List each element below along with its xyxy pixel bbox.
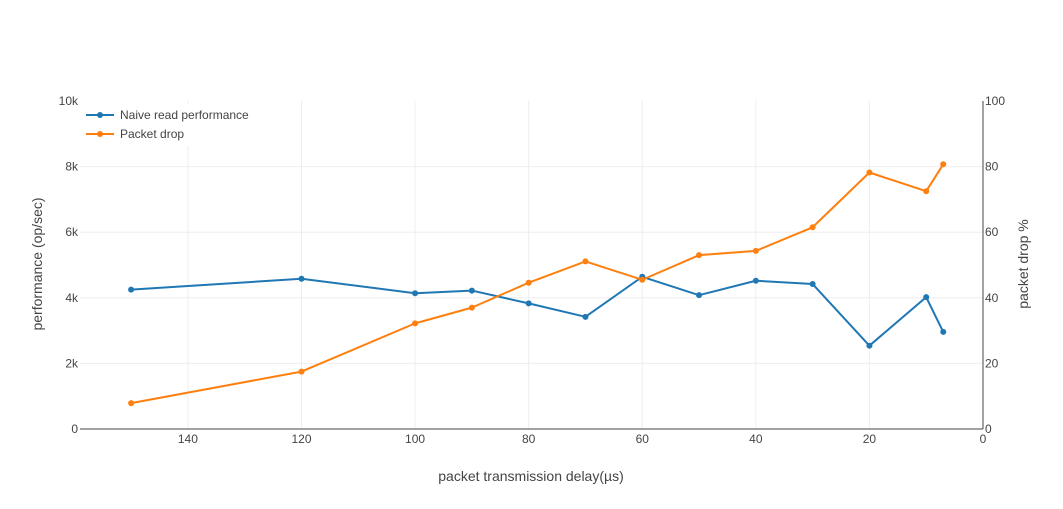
- data-point[interactable]: [809, 224, 816, 231]
- data-point[interactable]: [696, 252, 703, 259]
- legend-marker: [97, 112, 103, 118]
- y-axis-ticks: 0 2k 4k 6k 8k 10k: [59, 94, 79, 436]
- series-packet-drop: [128, 161, 947, 407]
- data-point[interactable]: [696, 292, 703, 299]
- data-point[interactable]: [412, 290, 419, 297]
- data-point[interactable]: [582, 313, 589, 320]
- data-point[interactable]: [128, 286, 135, 293]
- y-tick-label: 8k: [65, 160, 79, 174]
- x-tick-label: 20: [863, 432, 877, 446]
- data-point[interactable]: [412, 320, 419, 327]
- data-point[interactable]: [298, 275, 305, 282]
- y2-tick-label: 20: [985, 356, 999, 370]
- y-tick-label: 6k: [65, 225, 79, 239]
- legend: Naive read performance Packet drop: [82, 104, 254, 146]
- data-point[interactable]: [468, 287, 475, 294]
- x-tick-label: 60: [636, 432, 650, 446]
- data-point[interactable]: [752, 277, 759, 284]
- series-layer: [128, 161, 947, 407]
- x-tick-label: 0: [980, 432, 987, 446]
- data-point[interactable]: [582, 258, 589, 265]
- y2-axis-title: packet drop %: [1015, 219, 1031, 309]
- data-point[interactable]: [940, 328, 947, 335]
- data-point[interactable]: [923, 294, 930, 301]
- data-point[interactable]: [468, 304, 475, 311]
- legend-label: Packet drop: [120, 127, 184, 141]
- y-tick-label: 0: [71, 422, 78, 436]
- data-point[interactable]: [752, 247, 759, 254]
- x-tick-label: 140: [178, 432, 198, 446]
- x-tick-label: 120: [291, 432, 311, 446]
- x-tick-label: 100: [405, 432, 425, 446]
- y2-tick-label: 40: [985, 291, 999, 305]
- data-point[interactable]: [923, 188, 930, 195]
- y2-tick-label: 60: [985, 225, 999, 239]
- data-point[interactable]: [525, 300, 532, 307]
- legend-item-packet-drop[interactable]: Packet drop: [86, 127, 184, 141]
- y2-axis-ticks: 0 20 40 60 80 100: [985, 94, 1005, 436]
- y-axis-title: performance (op/sec): [29, 197, 45, 330]
- data-point[interactable]: [298, 368, 305, 375]
- data-point[interactable]: [128, 400, 135, 407]
- legend-item-performance[interactable]: Naive read performance: [86, 108, 249, 122]
- y2-tick-label: 0: [985, 422, 992, 436]
- x-axis-ticks: 140 120 100 80 60 40 20 0: [178, 432, 987, 446]
- x-tick-label: 40: [749, 432, 763, 446]
- y-tick-label: 2k: [65, 356, 79, 370]
- x-axis-title: packet transmission delay(µs): [438, 468, 623, 484]
- y-tick-label: 10k: [59, 94, 79, 108]
- series-line: [130, 163, 945, 405]
- data-point[interactable]: [866, 169, 873, 176]
- data-point[interactable]: [866, 342, 873, 349]
- series-line: [131, 275, 945, 347]
- data-point[interactable]: [639, 276, 646, 283]
- data-point[interactable]: [809, 281, 816, 288]
- series-performance: [128, 273, 947, 349]
- data-point[interactable]: [940, 161, 947, 168]
- legend-label: Naive read performance: [120, 108, 249, 122]
- legend-background: [82, 104, 254, 146]
- grid-lines: [80, 101, 983, 429]
- y2-tick-label: 80: [985, 160, 999, 174]
- legend-marker: [97, 131, 103, 137]
- x-tick-label: 80: [522, 432, 536, 446]
- y-tick-label: 4k: [65, 291, 79, 305]
- data-point[interactable]: [525, 279, 532, 286]
- y2-tick-label: 100: [985, 94, 1005, 108]
